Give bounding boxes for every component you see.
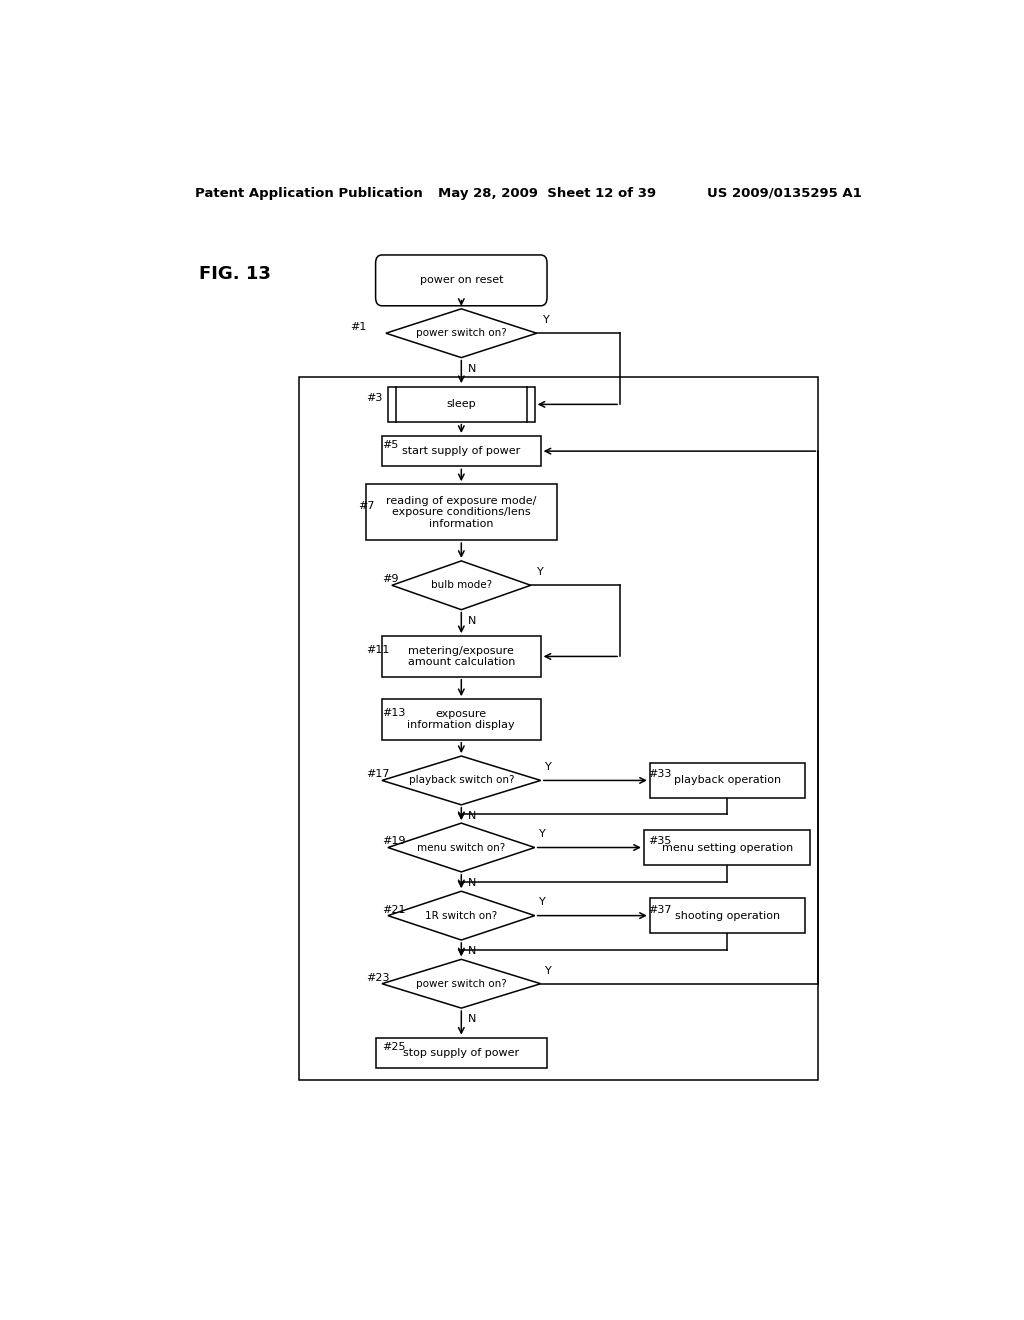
Bar [382, 436, 541, 466]
Text: N: N [468, 946, 476, 956]
Text: #13: #13 [382, 709, 406, 718]
Text: Patent Application Publication: Patent Application Publication [196, 187, 423, 199]
Bar [382, 636, 541, 677]
Text: US 2009/0135295 A1: US 2009/0135295 A1 [708, 187, 862, 199]
Text: #5: #5 [382, 440, 398, 450]
Text: menu setting operation: menu setting operation [662, 842, 793, 853]
Text: playback switch on?: playback switch on? [409, 775, 514, 785]
Text: playback operation: playback operation [674, 775, 780, 785]
Text: sleep: sleep [446, 400, 476, 409]
Bar [388, 387, 535, 421]
Text: N: N [468, 616, 476, 626]
Text: 1R switch on?: 1R switch on? [425, 911, 498, 920]
Bar [650, 763, 805, 797]
Text: start supply of power: start supply of power [402, 446, 520, 457]
Text: #33: #33 [648, 770, 671, 779]
Polygon shape [392, 561, 530, 610]
Text: menu switch on?: menu switch on? [417, 842, 506, 853]
Text: #21: #21 [382, 904, 406, 915]
Text: Y: Y [540, 829, 546, 840]
Bar [367, 484, 557, 540]
Text: #37: #37 [648, 904, 672, 915]
Text: N: N [468, 878, 476, 888]
Text: N: N [468, 1014, 476, 1024]
Text: #17: #17 [367, 770, 389, 779]
Text: metering/exposure
amount calculation: metering/exposure amount calculation [408, 645, 515, 667]
Text: Y: Y [546, 965, 552, 975]
Text: #7: #7 [358, 502, 375, 511]
Text: #25: #25 [382, 1041, 406, 1052]
Polygon shape [382, 960, 541, 1008]
Bar [644, 830, 811, 865]
Polygon shape [386, 309, 537, 358]
Text: Y: Y [538, 568, 544, 577]
Text: exposure
information display: exposure information display [408, 709, 515, 730]
Bar [382, 700, 541, 739]
Text: Y: Y [540, 898, 546, 907]
Text: stop supply of power: stop supply of power [403, 1048, 519, 1057]
Text: N: N [468, 364, 476, 374]
Text: shooting operation: shooting operation [675, 911, 779, 920]
Bar [299, 378, 818, 1080]
Text: #11: #11 [367, 645, 389, 655]
Polygon shape [382, 756, 541, 805]
Text: power switch on?: power switch on? [416, 329, 507, 338]
Text: May 28, 2009  Sheet 12 of 39: May 28, 2009 Sheet 12 of 39 [437, 187, 655, 199]
Text: Y: Y [546, 762, 552, 772]
Text: power switch on?: power switch on? [416, 978, 507, 989]
Text: #19: #19 [382, 837, 406, 846]
Text: N: N [468, 810, 476, 821]
Text: #23: #23 [367, 973, 389, 982]
Text: #3: #3 [367, 393, 382, 404]
Polygon shape [388, 891, 535, 940]
Text: #9: #9 [382, 574, 398, 585]
Bar [376, 1038, 547, 1068]
Text: power on reset: power on reset [420, 276, 503, 285]
Bar [650, 899, 805, 933]
FancyBboxPatch shape [376, 255, 547, 306]
Text: FIG. 13: FIG. 13 [200, 265, 271, 282]
Polygon shape [388, 824, 535, 873]
Text: bulb mode?: bulb mode? [431, 581, 492, 590]
Text: reading of exposure mode/
exposure conditions/lens
information: reading of exposure mode/ exposure condi… [386, 495, 537, 529]
Text: Y: Y [543, 315, 550, 325]
Text: #1: #1 [350, 322, 367, 333]
Text: #35: #35 [648, 837, 671, 846]
